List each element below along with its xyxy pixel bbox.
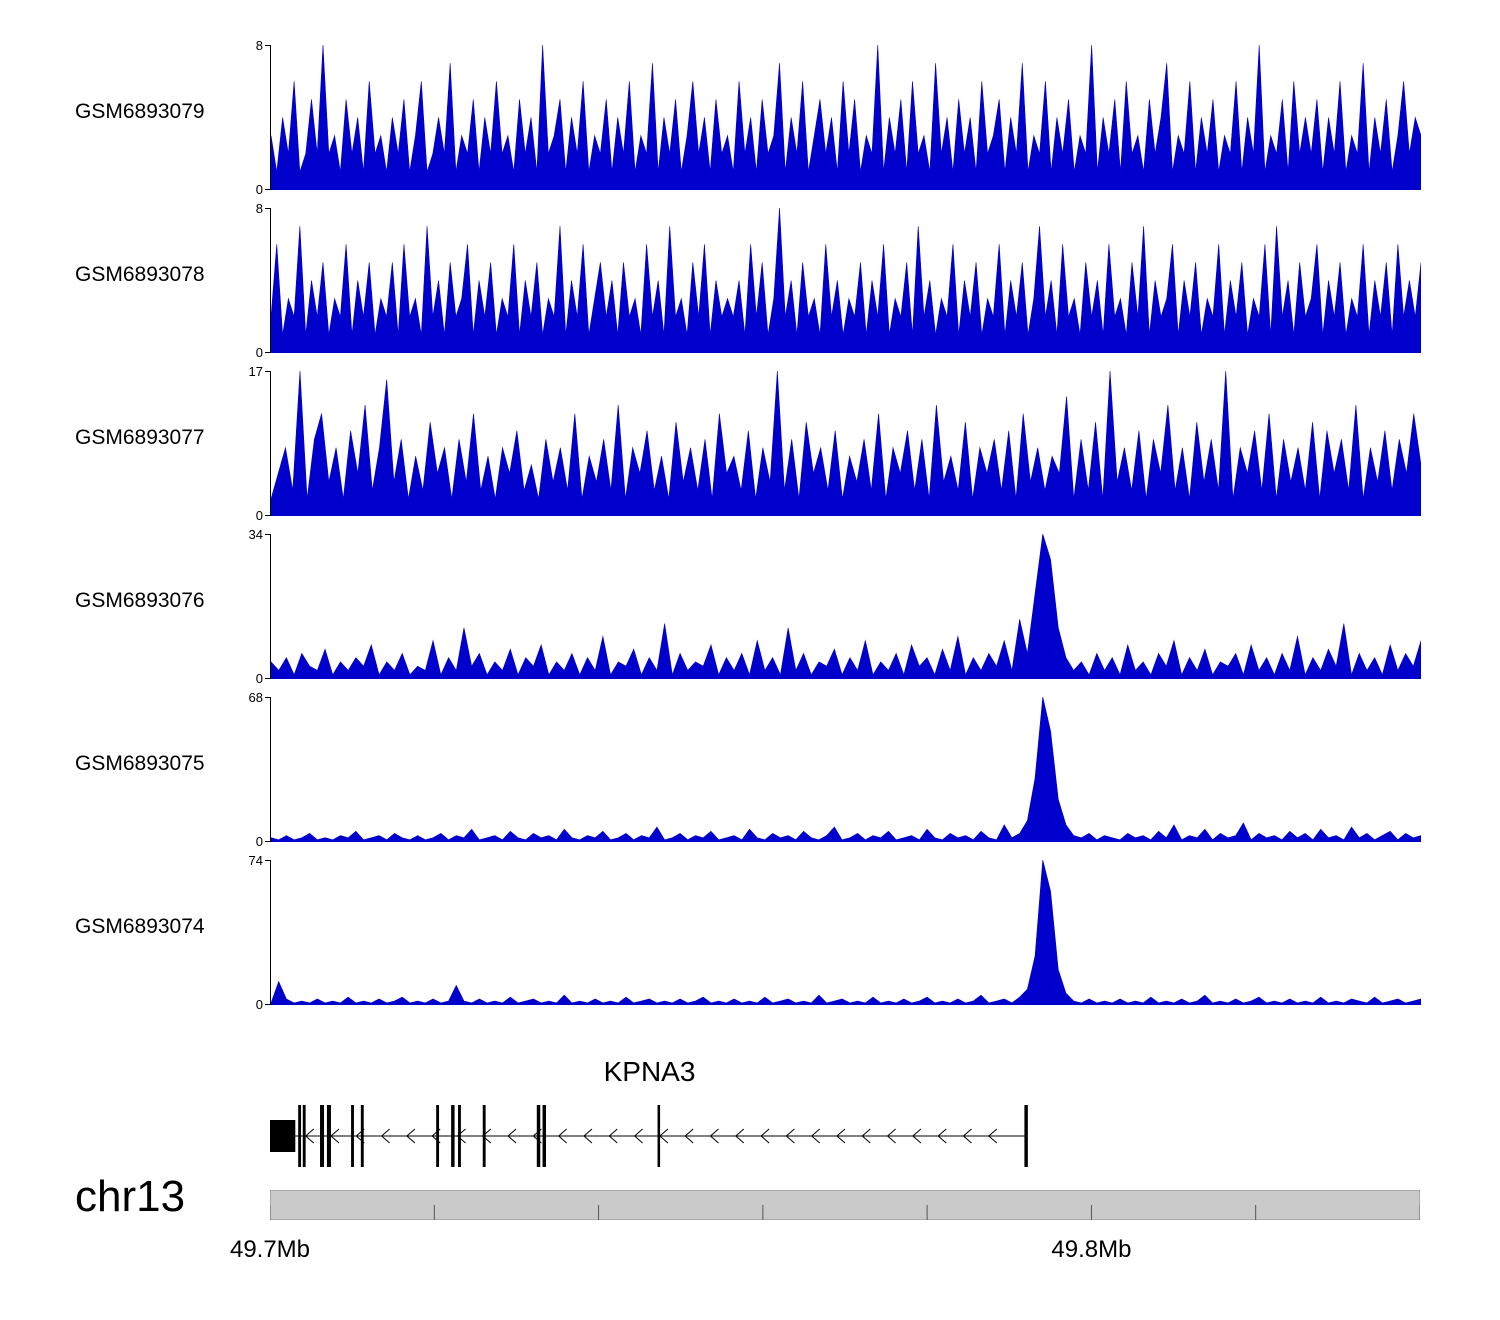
- coverage-signal: [271, 371, 1421, 516]
- signal-track: GSM6893074 74 0: [0, 854, 1500, 1011]
- signal-track: GSM6893078 8 0: [0, 202, 1500, 359]
- gene-name-label: KPNA3: [603, 1056, 696, 1087]
- y-axis-zero-label: 0: [255, 671, 263, 686]
- y-axis-zero-label: 0: [255, 182, 263, 197]
- track-plot-area: 74 0: [249, 854, 1421, 1011]
- coordinate-label: 49.7Mb: [229, 1236, 311, 1263]
- coordinate-label: 49.8Mb: [1051, 1236, 1132, 1263]
- y-axis-max-label: 74: [248, 853, 263, 868]
- track-label: GSM6893075: [75, 752, 205, 775]
- signal-track: GSM6893075 68 0: [0, 691, 1500, 848]
- coverage-signal: [271, 860, 1421, 1005]
- track-label: GSM6893079: [75, 100, 205, 123]
- track-plot-area: 68 0: [249, 691, 1421, 848]
- y-axis-zero-label: 0: [255, 508, 263, 523]
- gene-model: [270, 1105, 1028, 1167]
- coverage-signal: [271, 208, 1421, 353]
- track-label: GSM6893078: [75, 263, 205, 286]
- track-label: GSM6893076: [75, 589, 205, 612]
- track-label: GSM6893074: [75, 915, 205, 938]
- track-plot-area: 8 0: [256, 202, 1421, 359]
- signal-tracks: GSM6893079 8 0 GSM6893078 8 0 GSM6893077…: [0, 39, 1500, 1023]
- y-axis-max-label: 17: [248, 364, 263, 379]
- coverage-signal: [271, 534, 1421, 679]
- coverage-area-path: [271, 45, 1421, 190]
- y-axis-max-label: 34: [248, 527, 263, 542]
- chromosome-ruler: [270, 1190, 1420, 1220]
- coverage-area-path: [271, 860, 1421, 1005]
- coverage-signal: [271, 45, 1421, 190]
- y-axis-max-label: 68: [248, 690, 263, 705]
- y-axis-zero-label: 0: [255, 345, 263, 360]
- track-plot-area: 17 0: [249, 365, 1421, 522]
- coverage-signal: [271, 697, 1421, 842]
- chromosome-label: chr13: [75, 1172, 186, 1221]
- gene-annotation-track: KPNA3: [270, 1056, 1420, 1186]
- coverage-area-path: [271, 208, 1421, 353]
- y-axis-max-label: 8: [255, 38, 263, 53]
- coverage-area-path: [271, 371, 1421, 516]
- signal-track: GSM6893077 17 0: [0, 365, 1500, 522]
- coverage-area-path: [271, 534, 1421, 679]
- track-label: GSM6893077: [75, 426, 205, 449]
- y-axis-zero-label: 0: [255, 834, 263, 849]
- track-plot-area: 8 0: [256, 39, 1421, 196]
- signal-track: GSM6893076 34 0: [0, 528, 1500, 685]
- y-axis-max-label: 8: [255, 201, 263, 216]
- signal-track: GSM6893079 8 0: [0, 39, 1500, 196]
- track-plot-area: 34 0: [249, 528, 1421, 685]
- coverage-area-path: [271, 697, 1421, 842]
- y-axis-zero-label: 0: [255, 997, 263, 1012]
